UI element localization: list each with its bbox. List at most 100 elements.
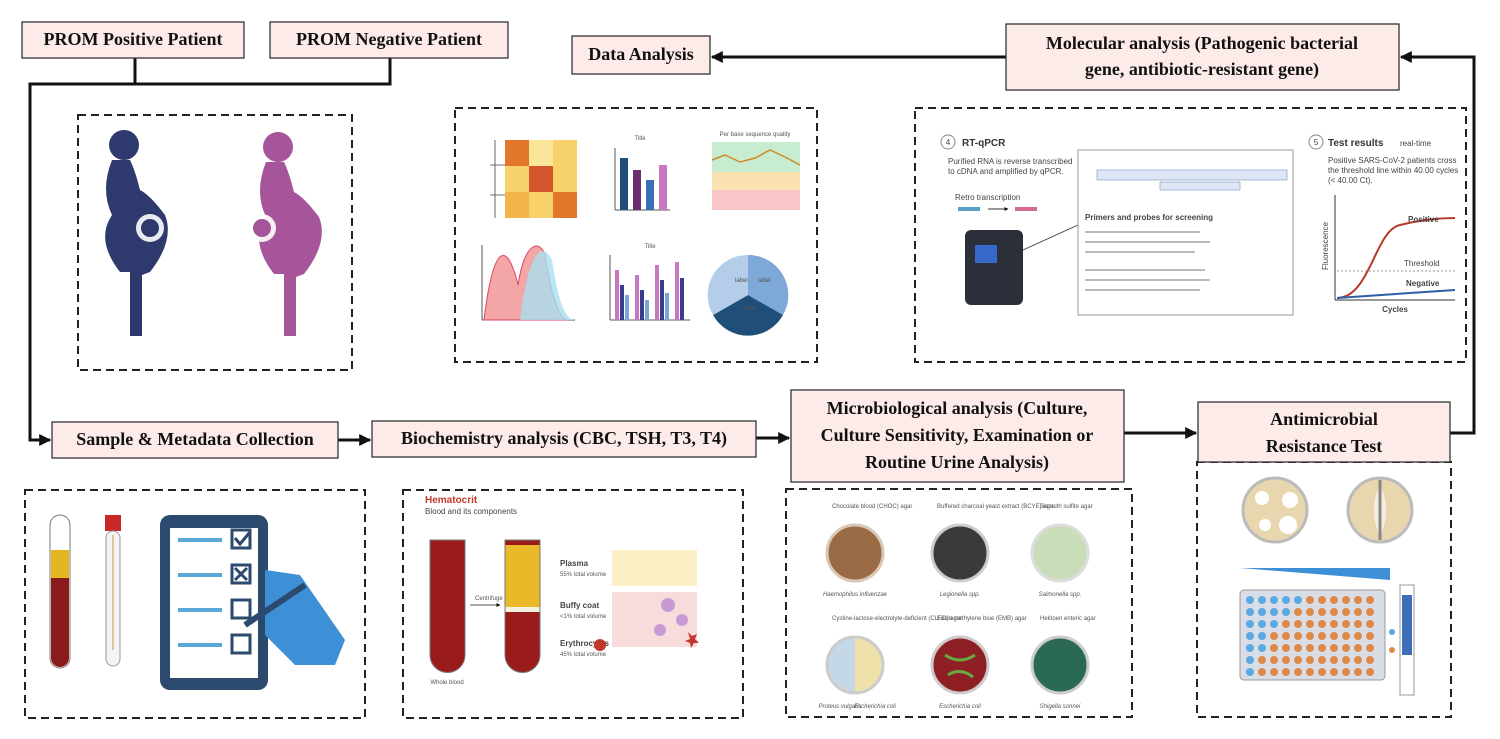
illustration-rect	[1005, 23, 1400, 91]
illustration-circle	[1241, 476, 1309, 544]
illustration-circle	[1294, 608, 1302, 616]
illustration-rect	[640, 290, 644, 320]
illustration-circle	[1318, 644, 1326, 652]
illustration-polyline	[28, 58, 137, 446]
illustration-circle	[1306, 596, 1314, 604]
box-label: Antimicrobial	[1270, 409, 1378, 429]
tube-label: Whole blood	[430, 680, 463, 686]
organism-label: Escherichia coli	[939, 704, 981, 710]
illustration-circle	[1330, 668, 1338, 676]
step-title: Test results	[1328, 138, 1384, 149]
illustration-rect	[620, 158, 628, 210]
illustration-circle	[1306, 608, 1314, 616]
illustration-circle	[1246, 668, 1254, 676]
organism-label: Proteus vulgaris	[818, 704, 861, 710]
illustration-rect	[505, 192, 529, 218]
illustration-circle	[1306, 656, 1314, 664]
illustration-circle	[1270, 668, 1278, 676]
illustration-circle	[1330, 620, 1338, 628]
illustration-path	[1240, 568, 1390, 580]
illustration-line	[1022, 224, 1079, 251]
illustration-rect	[620, 285, 624, 320]
illustration-circle	[1318, 596, 1326, 604]
illustration-circle	[1282, 492, 1298, 508]
chart-title: Title	[634, 136, 646, 142]
illustration-circle	[1030, 635, 1090, 695]
illustration-circle	[1030, 523, 1090, 583]
illustration-rect	[371, 420, 757, 458]
illustration-rect	[646, 180, 654, 210]
illustration-circle	[1270, 644, 1278, 652]
illustration-circle	[1294, 644, 1302, 652]
illustration-circle	[1282, 644, 1290, 652]
box: PROM Negative Patient	[269, 21, 509, 59]
illustration-circle	[1330, 596, 1338, 604]
illustration-rect	[51, 550, 69, 578]
illustration-circle	[676, 614, 688, 626]
illustration-path	[707, 254, 748, 315]
box-label: Resistance Test	[1266, 436, 1383, 456]
illustration-circle	[1282, 668, 1290, 676]
curve-label: Negative	[1406, 279, 1440, 288]
illustration-circle	[1354, 656, 1362, 664]
chart-title: Title	[644, 244, 656, 250]
illustration-circle	[109, 130, 139, 160]
illustration-circle	[1294, 620, 1302, 628]
agar-label: Bismuth sulfite agar	[1040, 504, 1093, 510]
illustration-circle	[1282, 596, 1290, 604]
illustration-circle	[1318, 608, 1326, 616]
illustration-circle	[1318, 632, 1326, 640]
step-text: Retro transcription	[955, 193, 1020, 202]
step-text: Primers and probes for screening	[1085, 213, 1213, 222]
illustration-circle	[1354, 596, 1362, 604]
bar-chart-icon: Title	[614, 136, 670, 211]
illustration-circle	[1330, 608, 1338, 616]
illustration-circle	[1255, 491, 1269, 505]
box: Sample & Metadata Collection	[51, 421, 339, 459]
illustration-rect	[230, 598, 252, 620]
illustration-circle	[1366, 620, 1374, 628]
illustration-rect	[1015, 207, 1037, 211]
component-text: 45% total volume	[560, 652, 607, 658]
illustration-rect	[230, 528, 252, 550]
illustration-circle	[1354, 620, 1362, 628]
illustration-rect	[505, 545, 540, 607]
illustration-circle	[1330, 632, 1338, 640]
step-title: RT-qPCR	[962, 138, 1006, 149]
illustration-rect	[553, 192, 577, 218]
ast-illustration	[1239, 476, 1415, 696]
illustration-circle	[1246, 620, 1254, 628]
illustration-circle	[1354, 632, 1362, 640]
illustration-circle	[1282, 656, 1290, 664]
illustration-circle	[1306, 632, 1314, 640]
illustration-g	[1258, 596, 1374, 676]
axis-label: Fluorescence	[1321, 221, 1330, 270]
illustration-path	[855, 637, 883, 693]
sample-illustration	[49, 514, 345, 690]
box: Antimicrobial Resistance Test	[1197, 401, 1451, 463]
box: Molecular analysis (Pathogenic bacterial…	[1005, 23, 1400, 91]
box-label: PROM Positive Patient	[44, 29, 223, 49]
illustration-g	[1085, 231, 1210, 291]
illustration-path	[429, 539, 466, 673]
step-text: the threshold line within 40.00 cycles	[1328, 166, 1458, 175]
illustration-circle	[1366, 656, 1374, 664]
patient-positive-icon	[105, 130, 168, 336]
line-chart-icon: Per base sequence quality	[711, 132, 801, 210]
illustration-path	[1336, 217, 1456, 299]
illustration-circle	[1342, 656, 1350, 664]
illustration-path	[105, 160, 168, 336]
illustration-polyline	[135, 58, 392, 86]
illustration-rect	[529, 166, 553, 192]
illustration-path	[51, 578, 69, 667]
illustration-rect	[645, 300, 649, 320]
axis-label: Cycles	[1382, 305, 1408, 314]
organism-label: Shigella sonnei	[1040, 704, 1081, 710]
illustration-g	[178, 538, 222, 647]
grouped-bar-icon: Title	[609, 244, 690, 321]
illustration-rect	[625, 295, 629, 320]
illustration-g	[1246, 596, 1302, 676]
illustration-rect	[1197, 401, 1451, 463]
illustration-rect	[529, 140, 553, 166]
illustration-circle	[1306, 644, 1314, 652]
